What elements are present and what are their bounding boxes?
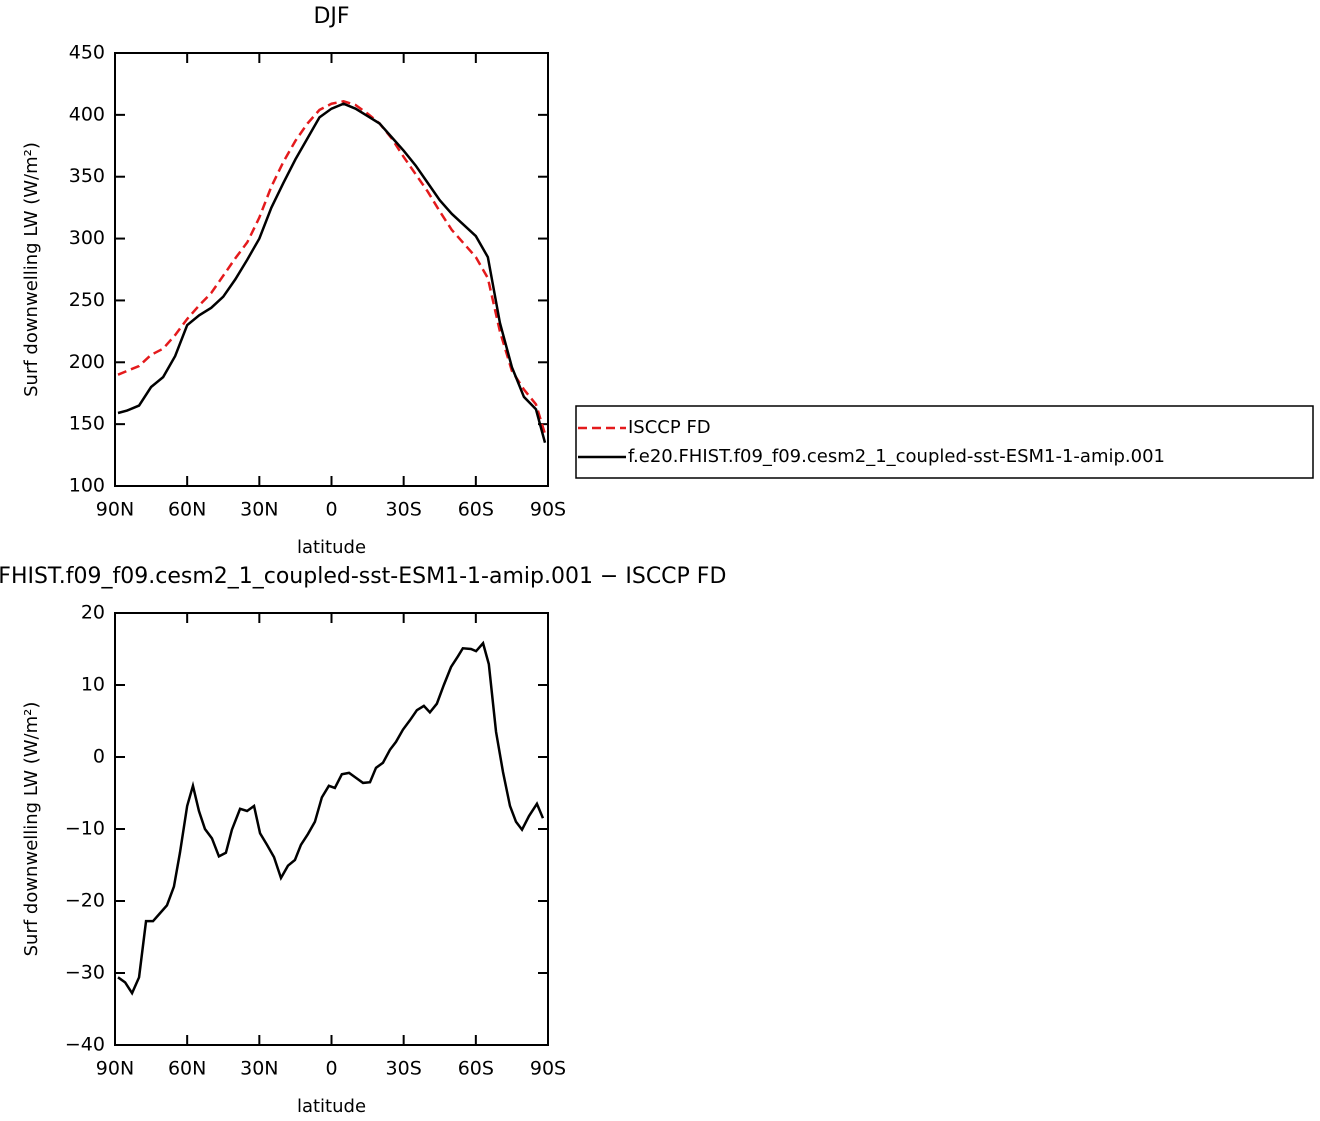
y-tick-label: 10 — [81, 674, 105, 696]
x-tick-label: 90N — [96, 499, 134, 521]
x-axis-label: latitude — [297, 537, 366, 558]
y-tick-label: 100 — [69, 475, 105, 497]
chart-title: f.e20.FHIST.f09_f09.cesm2_1_coupled-sst-… — [0, 564, 726, 589]
y-tick-label: 450 — [69, 42, 105, 64]
x-tick-label: 60N — [168, 1058, 206, 1080]
x-tick-label: 90S — [530, 1058, 566, 1080]
y-tick-label: 0 — [93, 746, 105, 768]
x-axis-label: latitude — [297, 1096, 366, 1117]
y-tick-label: −30 — [65, 962, 105, 984]
x-tick-label: 60N — [168, 499, 206, 521]
plot-frame — [114, 612, 549, 1046]
x-tick-label: 30S — [386, 499, 422, 521]
y-axis-label: Surf downwelling LW (W/m²) — [21, 702, 42, 957]
x-tick-label: 90S — [530, 499, 566, 521]
data-line — [117, 640, 545, 996]
x-tick-label: 0 — [325, 499, 337, 521]
y-tick-label: 150 — [69, 413, 105, 435]
x-tick-label: 60S — [458, 499, 494, 521]
data-line — [117, 102, 547, 444]
y-axis-label: Surf downwelling LW (W/m²) — [21, 142, 42, 397]
y-tick-label: 350 — [69, 165, 105, 187]
y-tick-label: −10 — [65, 818, 105, 840]
x-tick-label: 30S — [386, 1058, 422, 1080]
x-tick-label: 60S — [458, 1058, 494, 1080]
y-tick-label: −20 — [65, 890, 105, 912]
y-tick-label: −40 — [65, 1034, 105, 1056]
x-tick-label: 90N — [96, 1058, 134, 1080]
legend-box — [575, 405, 1314, 479]
y-tick-label: 300 — [69, 227, 105, 249]
chart-title: DJF — [313, 4, 349, 29]
y-tick-label: 250 — [69, 289, 105, 311]
y-tick-label: 20 — [81, 602, 105, 624]
x-tick-label: 30N — [240, 1058, 278, 1080]
legend-label: ISCCP FD — [628, 417, 711, 438]
legend-label: f.e20.FHIST.f09_f09.cesm2_1_coupled-sst-… — [628, 446, 1165, 467]
y-tick-label: 400 — [69, 103, 105, 125]
x-tick-label: 0 — [325, 1058, 337, 1080]
x-tick-label: 30N — [240, 499, 278, 521]
data-line — [117, 99, 547, 435]
y-tick-label: 200 — [69, 351, 105, 373]
